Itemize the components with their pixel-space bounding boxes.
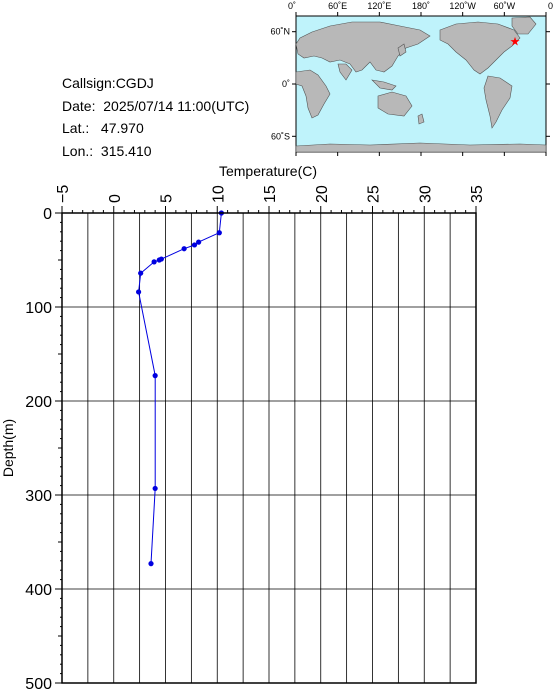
y-tick-labels: 0 100 200 300 400 500 xyxy=(25,206,52,690)
station-marker-icon: ★ xyxy=(510,34,521,48)
data-point xyxy=(135,289,142,295)
map-land xyxy=(295,16,547,153)
longitude-text: Lon.: 315.410 xyxy=(62,142,152,159)
x-tick-label: 10 xyxy=(210,185,227,203)
x-tick-label: 35 xyxy=(469,185,486,203)
map-longitude-labels: 0˚ 60˚E 120˚E 180˚ 120˚W 60˚W 0˚ xyxy=(288,1,553,11)
land-new-zealand xyxy=(417,113,425,125)
land-north-america xyxy=(439,21,521,75)
map-lat-label: 60˚N xyxy=(270,27,290,37)
x-tick-label: 30 xyxy=(417,185,434,203)
series-group xyxy=(135,210,224,567)
map-lon-label: 60˚E xyxy=(328,1,347,11)
map-lon-label: 60˚W xyxy=(494,1,516,11)
land-south-america xyxy=(483,75,513,129)
y-tick-label: 400 xyxy=(25,582,52,599)
chart-ticks xyxy=(55,206,477,684)
map-lon-label: 120˚E xyxy=(367,1,391,11)
y-tick-label: 500 xyxy=(25,676,52,690)
data-point xyxy=(151,259,157,265)
map-lon-label: 180˚ xyxy=(412,1,430,11)
data-point xyxy=(196,239,202,245)
map-lat-label: 0˚ xyxy=(282,79,290,89)
data-point xyxy=(152,485,158,492)
y-tick-label: 300 xyxy=(25,488,52,505)
map-lon-label: 120˚W xyxy=(449,1,476,11)
y-axis-title: Depth(m) xyxy=(0,419,16,477)
callsign-text: Callsign:CGDJ xyxy=(62,75,154,91)
y-tick-label: 0 xyxy=(43,206,52,223)
chart-grid xyxy=(61,212,477,684)
data-point xyxy=(216,230,222,236)
y-tick-label: 200 xyxy=(25,394,52,411)
x-axis-title: Temperature(C) xyxy=(219,163,317,179)
latitude-text: Lat.: 47.970 xyxy=(62,120,144,136)
map-latitude-labels: 60˚N 0˚ 60˚S xyxy=(270,27,290,142)
x-tick-label: 20 xyxy=(314,185,331,203)
x-tick-label: 0 xyxy=(107,194,124,203)
y-tick-label: 100 xyxy=(25,300,52,317)
data-point xyxy=(181,246,187,252)
data-point xyxy=(152,373,158,379)
date-text: Date: 2025/07/14 11:00(UTC) xyxy=(62,97,250,114)
land-india xyxy=(337,63,353,81)
data-point xyxy=(156,257,162,263)
map-lat-label: 60˚S xyxy=(271,131,290,141)
land-africa xyxy=(295,69,331,119)
x-tick-label: 25 xyxy=(366,185,383,203)
land-greenland xyxy=(511,16,537,35)
x-tick-label: 15 xyxy=(262,185,279,203)
land-australia xyxy=(377,91,413,117)
data-point xyxy=(191,242,198,248)
land-japan xyxy=(397,43,407,57)
x-tick-labels: −5 0 5 10 15 20 25 30 35 xyxy=(55,185,486,203)
map-lon-label: 0˚ xyxy=(288,1,296,11)
x-tick-label: 5 xyxy=(159,194,176,203)
map-frame-ticks xyxy=(292,12,550,156)
x-tick-label: −5 xyxy=(55,185,72,203)
data-point xyxy=(148,561,154,567)
land-indonesia xyxy=(371,79,397,91)
station-info: Callsign:CGDJ Date: 2025/07/14 11:00(UTC… xyxy=(62,72,249,162)
location-map: 0˚ 60˚E 120˚E 180˚ 120˚W 60˚W 0˚ 60˚N 0˚ 60˚S ★ xyxy=(270,1,553,156)
data-point xyxy=(138,270,144,276)
series-line xyxy=(138,212,222,564)
map-lon-label: 0˚ xyxy=(548,1,553,11)
land-eurasia xyxy=(295,21,431,73)
plot-frame xyxy=(61,212,477,684)
